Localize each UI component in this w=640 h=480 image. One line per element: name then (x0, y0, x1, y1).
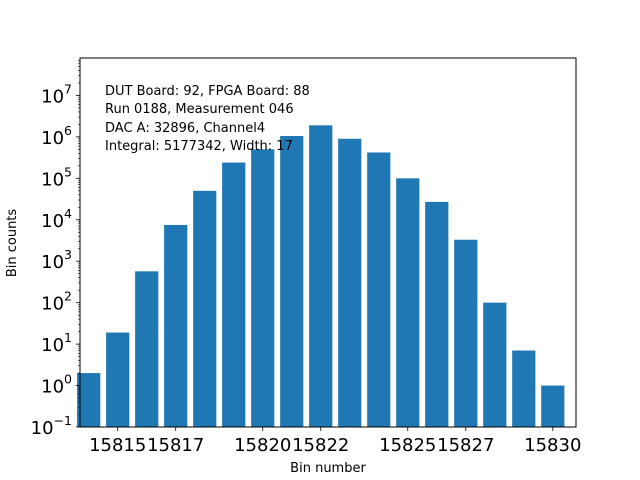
y-axis-label: Bin counts (5, 209, 20, 278)
plot-frame (79, 57, 577, 428)
x-tick-label: 15817 (147, 435, 204, 456)
bar-15816 (135, 271, 159, 427)
y-tick-label: 103 (41, 247, 72, 273)
y-tick-label: 101 (41, 330, 72, 356)
bar-15828 (483, 302, 507, 427)
bar-15815 (106, 332, 130, 427)
y-axis-ticks: 10−1 100 101 102 103 104 105 106 107 (31, 81, 80, 439)
y-tick-label: 10−1 (31, 413, 72, 439)
y-tick-label: 102 (41, 289, 72, 315)
x-tick-label: 15822 (292, 435, 349, 456)
x-tick-label: 15820 (234, 435, 291, 456)
bar-series (77, 125, 565, 428)
bar-15819 (222, 162, 246, 427)
annotation-line-4: Integral: 5177342, Width: 17 (105, 139, 293, 154)
bar-15820 (251, 149, 275, 427)
y-tick-label: 100 (41, 372, 72, 398)
bar-15825 (396, 178, 420, 427)
y-tick-label: 104 (41, 206, 72, 232)
bar-15827 (454, 239, 478, 427)
bar-15818 (193, 190, 217, 427)
y-tick-label: 106 (41, 123, 72, 149)
x-axis-ticks: 15815 15817 15820 15822 15825 15827 15830 (89, 427, 581, 456)
annotation-line-3: DAC A: 32896, Channel4 (105, 121, 265, 136)
x-tick-label: 15827 (437, 435, 494, 456)
bar-15829 (512, 350, 536, 427)
x-tick-label: 15830 (524, 435, 581, 456)
bar-15814 (77, 373, 101, 427)
annotation-line-2: Run 0188, Measurement 046 (105, 102, 294, 117)
bar-15824 (367, 152, 391, 428)
bar-15823 (338, 138, 362, 427)
bar-15817 (164, 224, 188, 427)
annotation-block: DUT Board: 92, FPGA Board: 88 Run 0188, … (105, 84, 310, 154)
x-tick-label: 15825 (379, 435, 436, 456)
x-tick-label: 15815 (89, 435, 146, 456)
x-axis-label: Bin number (290, 461, 366, 476)
annotation-line-1: DUT Board: 92, FPGA Board: 88 (105, 84, 310, 99)
bar-15826 (425, 201, 449, 427)
y-tick-label: 107 (41, 81, 72, 107)
y-tick-label: 105 (41, 164, 72, 190)
bar-15822 (309, 125, 333, 428)
bar-15830 (541, 385, 565, 427)
bar-15821 (280, 135, 304, 427)
